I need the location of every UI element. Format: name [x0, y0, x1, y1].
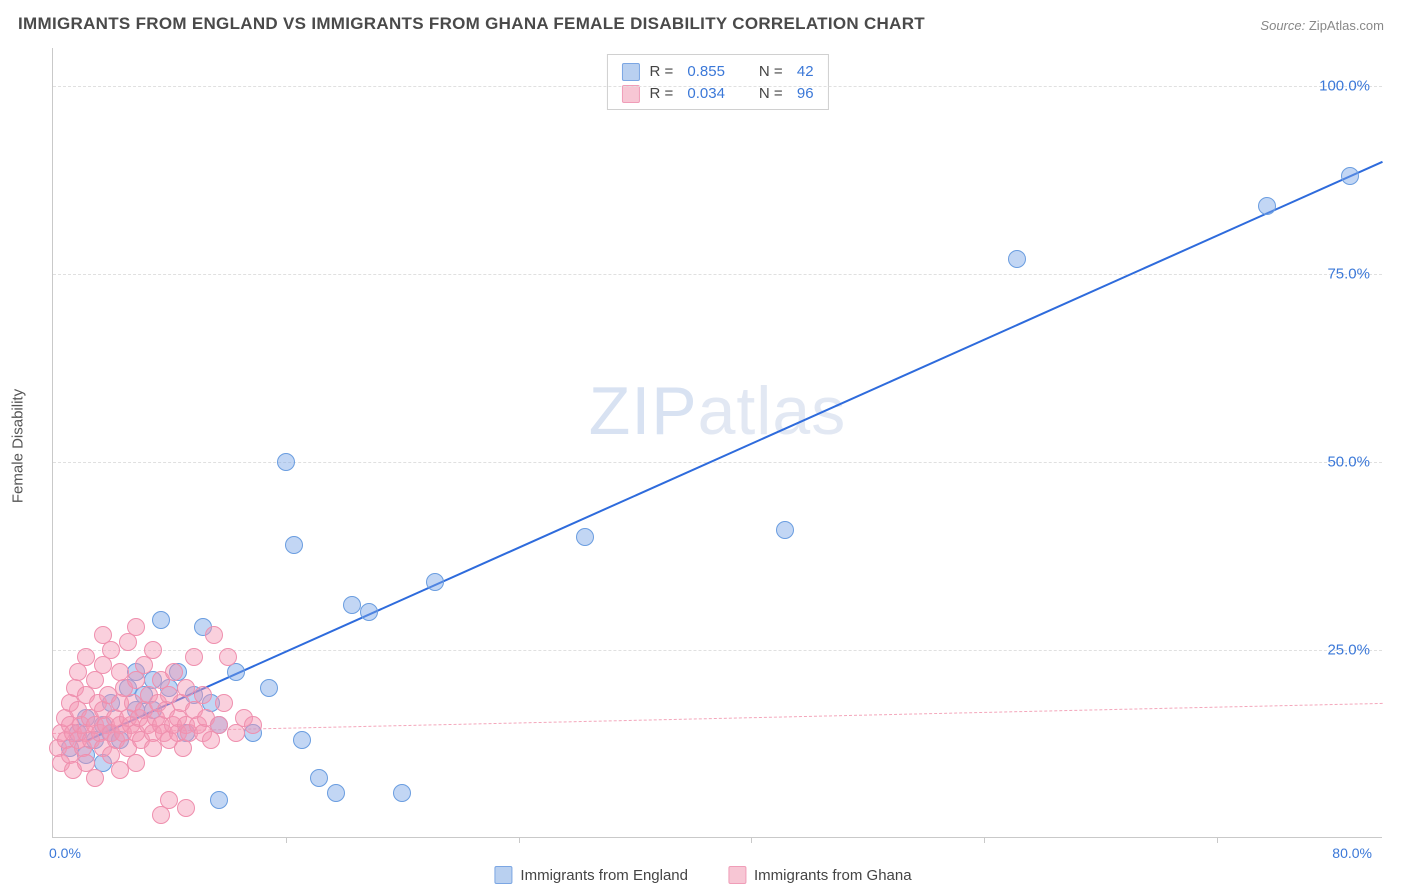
x-origin-label: 0.0% [49, 845, 81, 861]
legend-swatch [621, 85, 639, 103]
scatter-point [194, 686, 212, 704]
legend-swatch [728, 866, 746, 884]
source-label: Source: [1260, 18, 1305, 33]
legend-stats: R = 0.855N = 42R = 0.034N = 96 [606, 54, 828, 110]
legend-series-label: Immigrants from Ghana [754, 867, 912, 884]
legend-n-value: 42 [797, 61, 814, 83]
scatter-point [285, 536, 303, 554]
scatter-point [776, 521, 794, 539]
gridline [53, 650, 1382, 651]
y-axis-label: Female Disability [10, 389, 27, 503]
scatter-point [144, 641, 162, 659]
x-tick [751, 837, 752, 843]
scatter-point [86, 769, 104, 787]
x-tick [286, 837, 287, 843]
scatter-point [185, 648, 203, 666]
y-tick-label: 75.0% [1327, 265, 1370, 282]
gridline [53, 86, 1382, 87]
legend-series-item: Immigrants from England [494, 866, 688, 884]
scatter-point [177, 799, 195, 817]
scatter-point [102, 641, 120, 659]
scatter-point [127, 754, 145, 772]
legend-series: Immigrants from England Immigrants from G… [494, 866, 911, 884]
scatter-point [293, 731, 311, 749]
legend-series-item: Immigrants from Ghana [728, 866, 912, 884]
scatter-point [215, 694, 233, 712]
scatter-point [1341, 167, 1359, 185]
scatter-point [343, 596, 361, 614]
scatter-point [160, 791, 178, 809]
scatter-point [144, 739, 162, 757]
x-tick [519, 837, 520, 843]
scatter-point [576, 528, 594, 546]
scatter-point [310, 769, 328, 787]
x-tick [984, 837, 985, 843]
watermark-bold: ZIP [589, 373, 698, 449]
legend-n-label: N = [759, 61, 787, 83]
legend-swatch [494, 866, 512, 884]
scatter-point [210, 716, 228, 734]
scatter-point [1008, 250, 1026, 268]
legend-r-label: R = [649, 61, 677, 83]
chart-title: IMMIGRANTS FROM ENGLAND VS IMMIGRANTS FR… [18, 14, 925, 34]
scatter-point [260, 679, 278, 697]
plot-area: ZIPatlas R = 0.855N = 42R = 0.034N = 96 … [52, 48, 1382, 838]
scatter-point [277, 453, 295, 471]
scatter-point [426, 573, 444, 591]
scatter-point [127, 618, 145, 636]
legend-swatch [621, 63, 639, 81]
y-tick-label: 25.0% [1327, 641, 1370, 658]
source-value: ZipAtlas.com [1309, 18, 1384, 33]
scatter-point [152, 611, 170, 629]
gridline [53, 274, 1382, 275]
x-max-label: 80.0% [1332, 845, 1372, 861]
legend-series-label: Immigrants from England [520, 867, 688, 884]
scatter-point [77, 648, 95, 666]
scatter-point [327, 784, 345, 802]
scatter-point [111, 761, 129, 779]
scatter-point [244, 716, 262, 734]
scatter-point [210, 791, 228, 809]
watermark: ZIPatlas [589, 372, 846, 450]
scatter-point [1258, 197, 1276, 215]
scatter-point [393, 784, 411, 802]
source-attribution: Source: ZipAtlas.com [1260, 18, 1384, 33]
legend-stats-row: R = 0.855 N = 42 [621, 61, 813, 83]
scatter-point [177, 679, 195, 697]
legend-r-value: 0.855 [687, 61, 725, 83]
y-tick-label: 100.0% [1319, 77, 1370, 94]
gridline [53, 462, 1382, 463]
y-tick-label: 50.0% [1327, 453, 1370, 470]
x-tick [1217, 837, 1218, 843]
scatter-point [360, 603, 378, 621]
trendline [86, 161, 1384, 742]
scatter-point [219, 648, 237, 666]
scatter-point [205, 626, 223, 644]
